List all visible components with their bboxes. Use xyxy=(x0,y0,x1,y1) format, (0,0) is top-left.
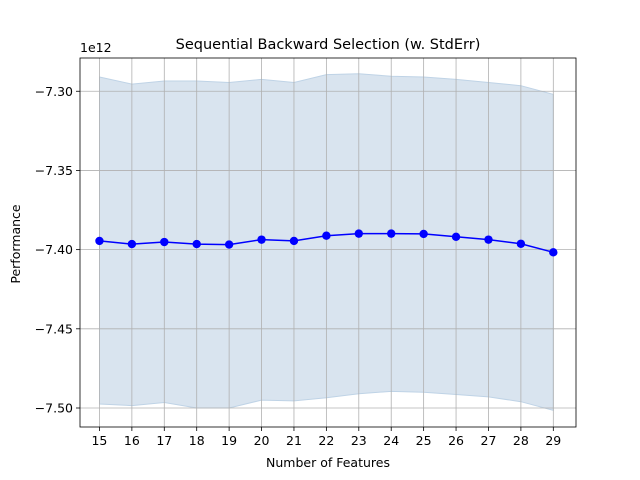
x-tick-label: 23 xyxy=(351,433,367,448)
data-point xyxy=(127,239,137,249)
data-point xyxy=(516,239,526,248)
x-tick-label: 16 xyxy=(124,433,140,448)
y-tick-layer: −7.30 −7.35 −7.40 −7.45 −7.50 xyxy=(35,84,80,415)
plot-frame xyxy=(79,57,577,428)
x-tick-label: 29 xyxy=(545,433,561,448)
y-tick-label: −7.50 xyxy=(35,400,73,415)
chart-title: Sequential Backward Selection (w. StdErr… xyxy=(176,37,481,53)
series-point-layer xyxy=(95,229,558,257)
data-point xyxy=(451,232,461,241)
x-tick-label: 28 xyxy=(513,433,529,448)
data-point xyxy=(484,235,493,244)
x-tick-label: 18 xyxy=(189,433,205,448)
data-point xyxy=(95,236,104,246)
data-point xyxy=(322,231,331,240)
y-tick-label: −7.30 xyxy=(35,84,73,99)
data-point xyxy=(387,229,396,238)
data-point xyxy=(549,248,558,257)
x-tick-label: 20 xyxy=(254,433,270,448)
x-tick-label: 15 xyxy=(91,433,107,448)
axes-layer xyxy=(79,57,577,428)
y-axis-label: Performance xyxy=(8,204,23,284)
y-tick-label: −7.45 xyxy=(35,321,73,336)
x-tick-label: 17 xyxy=(156,433,172,448)
data-point xyxy=(192,239,201,249)
x-tick-label: 24 xyxy=(383,433,399,448)
x-tick-layer: 15 16 17 18 19 20 21 22 23 24 25 26 27 28 29 xyxy=(91,427,561,448)
data-point xyxy=(160,237,169,247)
data-point xyxy=(354,229,363,238)
y-offset-label: 1e12 xyxy=(80,40,112,55)
data-point xyxy=(257,235,266,244)
y-tick-label: −7.35 xyxy=(35,163,73,178)
x-axis-label: Number of Features xyxy=(266,455,390,470)
x-tick-label: 25 xyxy=(416,433,432,448)
data-point xyxy=(224,240,234,249)
data-point xyxy=(419,229,428,239)
x-tick-label: 19 xyxy=(221,433,237,448)
x-tick-label: 22 xyxy=(318,433,334,448)
data-point xyxy=(289,236,299,246)
y-tick-label: −7.40 xyxy=(35,242,73,257)
x-tick-label: 21 xyxy=(286,433,302,448)
x-tick-label: 27 xyxy=(481,433,497,448)
x-tick-label: 26 xyxy=(448,433,464,448)
